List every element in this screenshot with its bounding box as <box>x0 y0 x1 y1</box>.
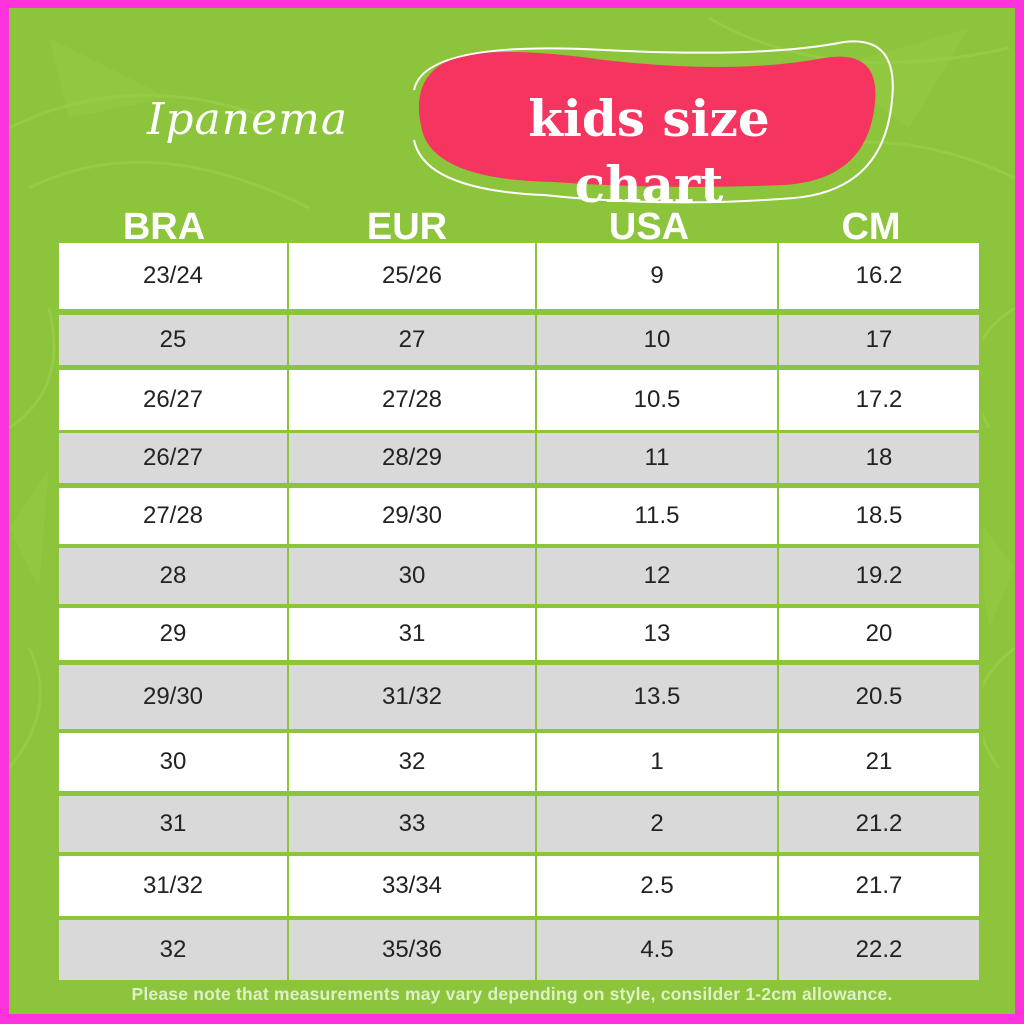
table-cell-eur: 29/30 <box>289 488 535 544</box>
table-cell-usa: 4.5 <box>537 920 777 980</box>
table-cell-cm: 22.2 <box>779 920 979 980</box>
table-cell-bra: 31/32 <box>59 856 287 916</box>
table-cell-bra: 27/28 <box>59 488 287 544</box>
table-cell-eur: 30 <box>289 548 535 604</box>
table-cell-cm: 18 <box>779 433 979 483</box>
table-cell-bra: 29/30 <box>59 665 287 729</box>
chart-title: kids size chart <box>528 89 770 214</box>
table-cell-eur: 32 <box>289 733 535 791</box>
table-cell-cm: 21.2 <box>779 796 979 852</box>
table-cell-cm: 17.2 <box>779 370 979 430</box>
table-cell-eur: 33/34 <box>289 856 535 916</box>
size-table: 23/24 25/26 9 16.2 25 27 10 17 26/27 27/28 10.5 17.… <box>59 243 983 980</box>
size-chart-panel: Ipanema kids size chart BRA EUR USA CM 23/2… <box>9 8 1015 1014</box>
table-cell-bra: 26/27 <box>59 370 287 430</box>
table-cell-bra: 29 <box>59 608 287 660</box>
table-cell-eur: 35/36 <box>289 920 535 980</box>
column-header-bra: BRA <box>122 206 206 248</box>
table-cell-cm: 19.2 <box>779 548 979 604</box>
table-cell-bra: 28 <box>59 548 287 604</box>
column-header-usa: USA <box>608 206 690 248</box>
table-cell-usa: 2.5 <box>537 856 777 916</box>
table-cell-cm: 20.5 <box>779 665 979 729</box>
table-cell-bra: 25 <box>59 315 287 365</box>
table-cell-eur: 27/28 <box>289 370 535 430</box>
table-cell-bra: 32 <box>59 920 287 980</box>
table-cell-eur: 31 <box>289 608 535 660</box>
column-header-cm: CM <box>841 206 901 248</box>
table-cell-eur: 33 <box>289 796 535 852</box>
table-cell-cm: 21.7 <box>779 856 979 916</box>
title-blob <box>413 40 894 204</box>
table-cell-bra: 26/27 <box>59 433 287 483</box>
table-cell-cm: 17 <box>779 315 979 365</box>
table-cell-usa: 13 <box>537 608 777 660</box>
table-cell-cm: 20 <box>779 608 979 660</box>
table-cell-eur: 28/29 <box>289 433 535 483</box>
allowance-note: Please note that measurements may vary d… <box>131 984 893 1004</box>
table-cell-usa: 9 <box>537 243 777 309</box>
table-cell-eur: 25/26 <box>289 243 535 309</box>
table-cell-cm: 21 <box>779 733 979 791</box>
table-cell-usa: 11.5 <box>537 488 777 544</box>
table-cell-usa: 1 <box>537 733 777 791</box>
table-cell-usa: 12 <box>537 548 777 604</box>
table-cell-usa: 11 <box>537 433 777 483</box>
table-cell-cm: 18.5 <box>779 488 979 544</box>
table-cell-bra: 30 <box>59 733 287 791</box>
table-cell-eur: 31/32 <box>289 665 535 729</box>
table-cell-bra: 23/24 <box>59 243 287 309</box>
table-cell-cm: 16.2 <box>779 243 979 309</box>
table-cell-usa: 10.5 <box>537 370 777 430</box>
table-cell-eur: 27 <box>289 315 535 365</box>
table-cell-bra: 31 <box>59 796 287 852</box>
column-header-eur: EUR <box>366 206 448 248</box>
table-cell-usa: 13.5 <box>537 665 777 729</box>
table-cell-usa: 2 <box>537 796 777 852</box>
table-cell-usa: 10 <box>537 315 777 365</box>
ipanema-logo: Ipanema <box>147 94 349 145</box>
